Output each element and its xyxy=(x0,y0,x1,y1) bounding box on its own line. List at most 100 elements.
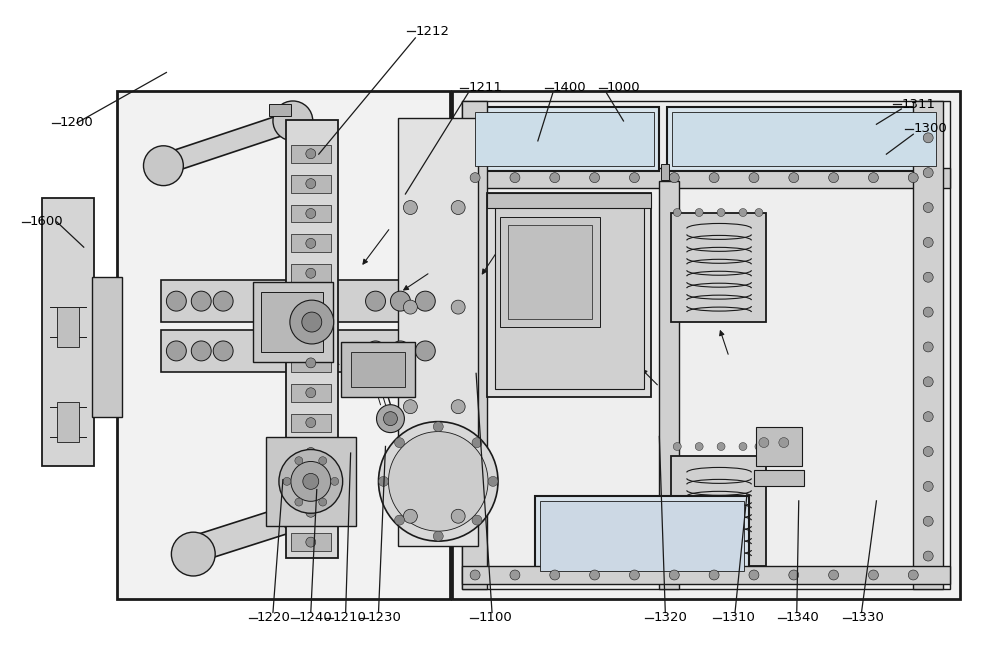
Circle shape xyxy=(213,341,233,361)
Circle shape xyxy=(829,570,839,580)
Circle shape xyxy=(302,312,322,332)
Circle shape xyxy=(451,201,465,215)
Circle shape xyxy=(923,551,933,561)
Circle shape xyxy=(923,377,933,387)
Bar xyxy=(508,225,592,319)
Bar xyxy=(913,101,943,589)
Circle shape xyxy=(923,307,933,317)
Bar xyxy=(269,104,291,116)
Circle shape xyxy=(550,173,560,183)
Bar xyxy=(671,456,766,566)
Text: 1320: 1320 xyxy=(653,611,687,624)
Text: 1211: 1211 xyxy=(468,81,502,94)
Circle shape xyxy=(306,238,316,248)
Circle shape xyxy=(451,400,465,414)
Circle shape xyxy=(717,209,725,217)
Bar xyxy=(462,566,950,584)
Text: 1300: 1300 xyxy=(913,123,947,135)
Circle shape xyxy=(433,422,443,432)
Circle shape xyxy=(390,341,410,361)
Circle shape xyxy=(669,173,679,183)
Circle shape xyxy=(415,341,435,361)
Circle shape xyxy=(472,515,482,525)
Circle shape xyxy=(290,300,334,344)
Text: 1400: 1400 xyxy=(553,81,586,94)
Circle shape xyxy=(331,478,339,486)
Bar xyxy=(291,414,331,432)
Circle shape xyxy=(295,498,303,506)
Circle shape xyxy=(669,570,679,580)
Bar xyxy=(291,533,331,551)
Bar xyxy=(540,502,744,571)
Circle shape xyxy=(279,450,343,513)
Circle shape xyxy=(923,203,933,213)
Circle shape xyxy=(470,173,480,183)
Circle shape xyxy=(379,422,498,541)
Circle shape xyxy=(739,442,747,450)
Bar xyxy=(470,107,659,171)
Polygon shape xyxy=(156,108,301,177)
Circle shape xyxy=(306,268,316,278)
Circle shape xyxy=(403,400,417,414)
Circle shape xyxy=(403,201,417,215)
Circle shape xyxy=(300,339,324,363)
Bar xyxy=(291,175,331,193)
Circle shape xyxy=(755,209,763,217)
Circle shape xyxy=(923,516,933,526)
Bar xyxy=(291,324,331,342)
Bar xyxy=(291,205,331,223)
Circle shape xyxy=(191,291,211,311)
Circle shape xyxy=(923,167,933,177)
Circle shape xyxy=(759,438,769,448)
Circle shape xyxy=(709,570,719,580)
Bar xyxy=(672,112,936,165)
Circle shape xyxy=(433,531,443,541)
Circle shape xyxy=(868,173,878,183)
Polygon shape xyxy=(176,502,311,566)
Circle shape xyxy=(755,442,763,450)
Bar xyxy=(500,217,600,327)
Circle shape xyxy=(306,418,316,428)
Circle shape xyxy=(829,173,839,183)
Circle shape xyxy=(510,173,520,183)
Text: 1210: 1210 xyxy=(333,611,367,624)
Bar xyxy=(92,277,122,417)
Bar xyxy=(495,199,644,389)
Circle shape xyxy=(695,442,703,450)
Bar xyxy=(659,181,679,589)
Bar xyxy=(398,118,478,546)
Circle shape xyxy=(739,209,747,217)
Text: 1330: 1330 xyxy=(851,611,884,624)
Circle shape xyxy=(923,446,933,456)
Circle shape xyxy=(166,341,186,361)
Bar xyxy=(667,107,941,171)
Circle shape xyxy=(590,173,600,183)
Bar xyxy=(117,91,450,599)
Circle shape xyxy=(171,532,215,576)
Bar xyxy=(291,294,331,312)
Text: 1311: 1311 xyxy=(901,98,935,111)
Text: 1220: 1220 xyxy=(257,611,291,624)
Bar xyxy=(671,213,766,322)
Circle shape xyxy=(306,448,316,458)
Circle shape xyxy=(749,173,759,183)
Circle shape xyxy=(143,146,183,185)
Circle shape xyxy=(923,412,933,422)
Circle shape xyxy=(319,457,327,465)
Circle shape xyxy=(395,438,405,448)
Bar xyxy=(253,282,333,362)
Circle shape xyxy=(779,438,789,448)
Text: 1200: 1200 xyxy=(60,117,94,129)
Circle shape xyxy=(470,570,480,580)
Circle shape xyxy=(306,388,316,398)
Circle shape xyxy=(629,570,639,580)
Circle shape xyxy=(403,300,417,314)
Circle shape xyxy=(923,342,933,352)
Circle shape xyxy=(451,510,465,523)
Circle shape xyxy=(306,298,316,308)
Bar xyxy=(462,101,487,589)
Bar xyxy=(475,112,654,165)
Circle shape xyxy=(923,482,933,492)
Bar xyxy=(462,167,950,187)
Bar xyxy=(351,352,405,387)
